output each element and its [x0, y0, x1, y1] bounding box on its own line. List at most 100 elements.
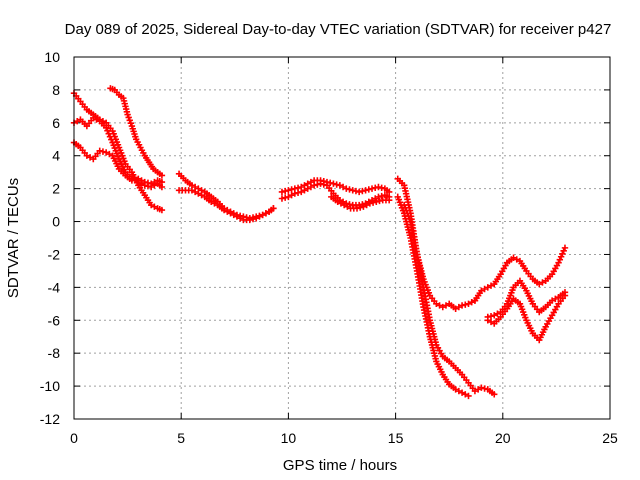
chart-title: Day 089 of 2025, Sidereal Day-to-day VTE…	[65, 21, 612, 38]
data-point	[195, 190, 202, 197]
data-point	[102, 149, 110, 156]
data-point	[86, 154, 94, 161]
data-point	[211, 200, 218, 207]
data-point	[233, 213, 241, 220]
x-tick-label: 20	[495, 430, 511, 446]
data-point	[158, 178, 166, 186]
data-point	[278, 188, 286, 196]
y-tick-label: -12	[40, 411, 60, 427]
data-point	[465, 392, 472, 400]
data-point	[560, 247, 567, 255]
y-tick-label: -8	[48, 345, 61, 361]
data-point	[288, 186, 295, 193]
data-point	[191, 188, 199, 196]
data-point	[135, 175, 142, 182]
data-point	[378, 192, 385, 200]
data-point	[372, 195, 379, 202]
data-point	[360, 203, 367, 210]
y-tick-label: 2	[52, 181, 60, 197]
data-point	[310, 182, 318, 189]
x-tick-label: 15	[388, 430, 404, 446]
data-point	[230, 211, 237, 219]
data-point	[307, 183, 315, 191]
data-point	[555, 259, 562, 266]
data-point	[378, 184, 385, 192]
data-point	[366, 200, 374, 207]
data-point	[227, 210, 234, 217]
data-point	[355, 188, 363, 196]
data-point	[278, 195, 286, 202]
data-point	[561, 292, 569, 299]
data-point	[104, 127, 111, 134]
data-point	[317, 180, 324, 187]
data-point	[253, 215, 260, 222]
data-point	[281, 187, 289, 195]
data-point	[556, 256, 564, 263]
data-point	[557, 253, 565, 260]
data-point	[465, 300, 472, 308]
data-point	[141, 178, 148, 186]
data-point	[314, 181, 321, 188]
data-point	[304, 185, 311, 192]
data-point	[481, 385, 488, 392]
data-point	[458, 389, 466, 396]
data-point	[452, 305, 459, 312]
data-point	[363, 201, 370, 209]
series-track-c	[70, 139, 166, 187]
data-point	[320, 181, 327, 188]
data-point	[484, 284, 491, 291]
data-point	[99, 148, 107, 155]
data-point	[385, 196, 393, 204]
data-point	[372, 184, 379, 192]
data-point	[559, 250, 566, 257]
data-point	[285, 187, 292, 194]
data-point	[468, 298, 475, 306]
data-point	[436, 302, 443, 309]
data-point	[198, 192, 205, 199]
data-point	[439, 303, 446, 311]
data-point	[487, 312, 495, 320]
series-track-l	[400, 201, 479, 312]
data-point	[96, 147, 103, 154]
data-point	[224, 208, 231, 215]
data-point	[494, 310, 501, 317]
data-point	[256, 213, 263, 220]
data-point	[298, 188, 305, 196]
data-point	[128, 177, 136, 184]
data-point	[352, 187, 360, 195]
x-tick-label: 10	[281, 430, 297, 446]
data-point	[158, 206, 166, 214]
data-point	[536, 280, 543, 288]
data-point	[359, 187, 366, 195]
data-point	[106, 133, 114, 140]
data-point	[375, 183, 382, 191]
data-point	[259, 211, 266, 219]
data-point	[343, 185, 350, 192]
data-point	[294, 189, 302, 196]
data-point	[478, 384, 485, 391]
data-point	[487, 282, 495, 289]
data-point	[337, 200, 345, 207]
data-point	[158, 172, 166, 179]
data-point	[368, 185, 376, 192]
data-point	[270, 205, 277, 212]
data-point	[478, 287, 485, 294]
data-point	[281, 194, 289, 201]
data-point	[353, 205, 361, 212]
data-point	[481, 285, 488, 293]
data-point	[552, 295, 559, 303]
data-point	[249, 215, 257, 223]
data-point	[106, 150, 113, 158]
data-point	[336, 182, 344, 189]
y-axis-label: SDTVAR / TECUs	[5, 178, 22, 298]
data-point	[301, 187, 308, 194]
x-tick-label: 0	[70, 430, 78, 446]
data-point	[334, 198, 341, 205]
data-point	[340, 201, 348, 209]
data-point	[561, 244, 569, 252]
data-point	[474, 386, 482, 393]
x-tick-label: 5	[177, 430, 185, 446]
data-point	[144, 179, 152, 187]
data-point	[83, 152, 91, 159]
